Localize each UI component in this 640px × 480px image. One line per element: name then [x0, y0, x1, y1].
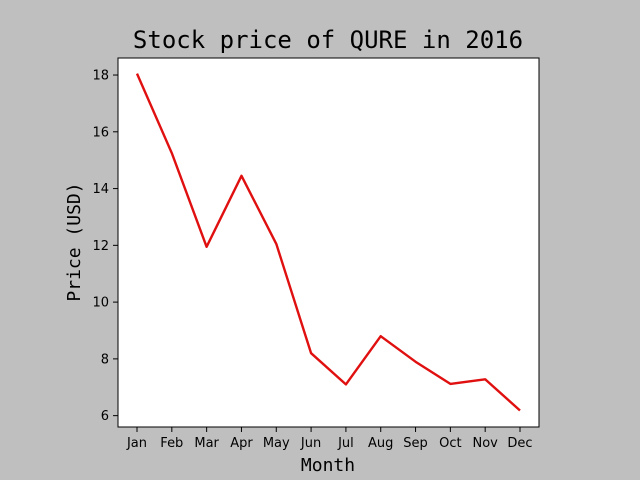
- y-tick-label: 10: [92, 296, 109, 311]
- x-tick-label: Oct: [439, 436, 461, 451]
- series-line: [135, 73, 521, 412]
- y-tick-label: 12: [92, 239, 109, 254]
- chart-title: Stock price of QURE in 2016: [133, 26, 523, 54]
- y-axis-label: Price (USD): [64, 182, 85, 301]
- y-tick-label: 14: [92, 182, 109, 197]
- y-tick-label: 6: [101, 409, 109, 424]
- x-tick-label: Mar: [194, 436, 219, 451]
- x-tick-label: Feb: [160, 436, 183, 451]
- y-tick-label: 8: [101, 352, 109, 367]
- x-tick-label: Aug: [368, 436, 393, 451]
- x-tick-label: Jun: [300, 436, 321, 451]
- y-tick-label: 16: [92, 125, 109, 140]
- x-tick-label: Sep: [403, 436, 428, 451]
- x-tick-label: Nov: [472, 436, 498, 451]
- plot-area: [117, 57, 540, 428]
- y-tick-label: 18: [92, 69, 109, 84]
- y-axis: 6 8 10 12 14 16 18: [92, 69, 118, 424]
- x-tick-label: Apr: [230, 436, 253, 451]
- x-tick-label: May: [263, 436, 290, 451]
- x-tick-label: Dec: [507, 436, 532, 451]
- x-axis: Jan Feb Mar Apr May Jun Jul Aug Sep Oct Nov Dec: [126, 427, 533, 451]
- series-layer: [135, 73, 521, 412]
- x-tick-label: Jul: [337, 436, 354, 451]
- x-tick-label: Jan: [126, 436, 147, 451]
- x-axis-label: Month: [301, 455, 355, 476]
